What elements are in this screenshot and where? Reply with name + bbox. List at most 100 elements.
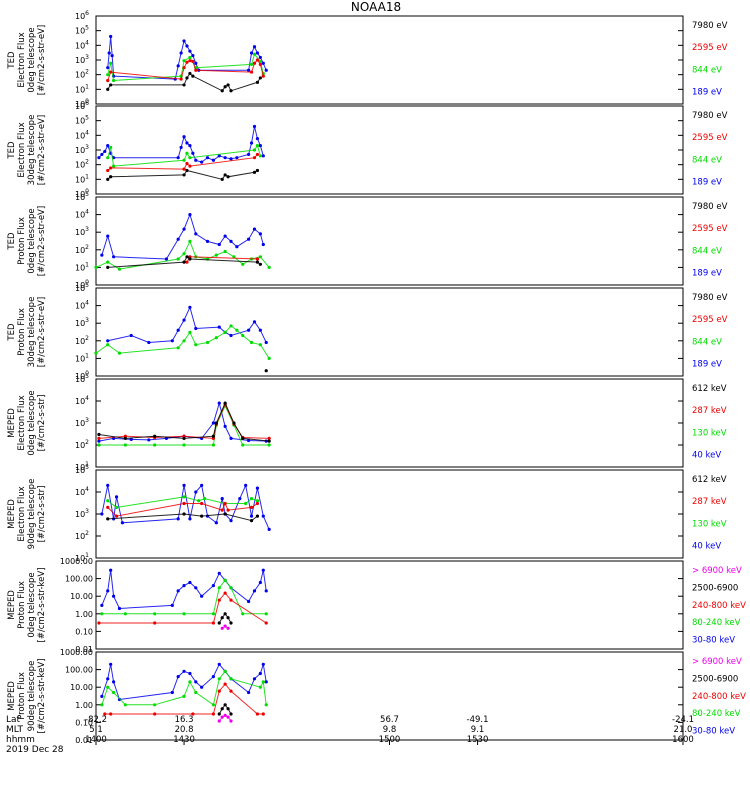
data-point <box>223 512 227 516</box>
data-point <box>217 242 221 247</box>
data-point <box>176 237 180 241</box>
data-point <box>114 514 119 518</box>
data-point <box>247 599 251 604</box>
data-point <box>267 439 271 443</box>
y-axis-label: Electron Flux <box>17 395 27 450</box>
data-point <box>217 689 221 693</box>
legend-entry: 189 eV <box>692 88 722 98</box>
data-point <box>112 164 116 168</box>
data-point <box>226 175 230 179</box>
data-point <box>112 78 116 83</box>
data-point <box>185 141 189 145</box>
series-line <box>107 496 258 508</box>
panel-1: 100 101 102 103 104 105 106 TED Electron Flux 0de… <box>7 10 728 109</box>
data-point <box>129 333 133 338</box>
data-point <box>247 690 251 695</box>
legend-entry: 189 eV <box>692 269 722 279</box>
data-point <box>226 626 230 630</box>
data-point <box>188 164 192 168</box>
data-point <box>106 177 110 181</box>
data-point <box>182 252 186 256</box>
data-point <box>255 712 260 716</box>
y-tick-label: 101 <box>75 173 89 184</box>
data-point <box>261 680 265 684</box>
data-point <box>217 598 221 602</box>
y-axis-label: 90deg telescope <box>27 661 37 732</box>
legend-entry: 80-240 keV <box>692 709 741 719</box>
data-point <box>97 443 101 447</box>
data-point <box>185 44 189 48</box>
data-point <box>217 719 221 723</box>
data-point <box>249 497 254 501</box>
y-axis-label: 30deg telescope <box>27 297 37 368</box>
data-point <box>153 712 157 716</box>
data-point <box>176 64 180 68</box>
data-point <box>97 439 101 443</box>
data-point <box>249 51 254 55</box>
panel-2: 100 101 102 103 104 105 106 TED Electron Flux 30d… <box>7 100 728 199</box>
data-point <box>249 519 254 523</box>
data-point <box>258 154 262 158</box>
data-point <box>235 156 239 160</box>
data-point <box>200 514 204 518</box>
legend-entry: 287 keV <box>692 406 727 416</box>
series-line <box>95 325 270 359</box>
data-point <box>103 149 107 154</box>
y-tick-label: 104 <box>75 395 89 406</box>
data-point <box>229 519 233 523</box>
data-point <box>214 253 218 257</box>
y-tick-label: 106 <box>75 10 89 21</box>
data-point <box>264 680 268 684</box>
data-point <box>211 612 215 616</box>
data-point <box>185 260 189 264</box>
data-point <box>100 152 104 157</box>
data-point <box>182 694 186 699</box>
data-point <box>176 156 180 160</box>
y-tick-label: 101 <box>75 352 89 363</box>
figure-title: NOAA18 <box>351 0 401 14</box>
y-axis-label: [#/cm2-s-str] <box>37 395 47 452</box>
data-point <box>255 58 260 62</box>
data-point <box>191 59 195 64</box>
data-point <box>249 62 254 67</box>
data-point <box>252 124 257 129</box>
y-tick-label: 101 <box>75 261 89 272</box>
data-point <box>191 53 195 58</box>
data-point <box>179 51 183 55</box>
data-point <box>185 255 189 259</box>
series-line <box>98 404 270 446</box>
data-point <box>214 521 218 525</box>
data-point <box>109 175 113 179</box>
data-point <box>211 703 215 707</box>
data-point <box>106 73 110 77</box>
y-tick-label: 104 <box>75 39 89 50</box>
data-point <box>100 694 104 699</box>
y-tick-label: 10.00 <box>70 592 93 601</box>
legend-entry: 7980 eV <box>692 202 728 212</box>
y-axis-label: 0deg telescope <box>27 27 37 92</box>
y-axis-label: [#/cm2-s-str-eV] <box>37 206 47 276</box>
data-point <box>194 343 198 347</box>
data-point <box>241 333 245 338</box>
data-point <box>200 160 204 164</box>
data-point <box>267 436 271 440</box>
data-point <box>106 234 110 238</box>
data-point <box>255 136 260 141</box>
legend-entry: 2500-6900 <box>692 583 738 593</box>
x-row-label-hhmm: hhmm <box>6 735 35 745</box>
data-point <box>258 580 262 585</box>
data-point <box>205 156 210 160</box>
data-point <box>211 675 215 679</box>
data-point <box>205 340 210 345</box>
y-axis-label: TED <box>7 141 17 160</box>
y-axis-label: [#/cm2-s-str] <box>37 486 47 543</box>
legend-entry: 2595 eV <box>692 224 728 234</box>
data-point <box>258 343 262 347</box>
data-point <box>94 265 98 269</box>
data-point <box>217 154 221 158</box>
data-point <box>97 156 101 160</box>
data-point <box>252 52 257 56</box>
data-point <box>185 168 189 173</box>
x-tick-label: 21.0 <box>674 725 693 735</box>
data-point <box>117 697 122 702</box>
